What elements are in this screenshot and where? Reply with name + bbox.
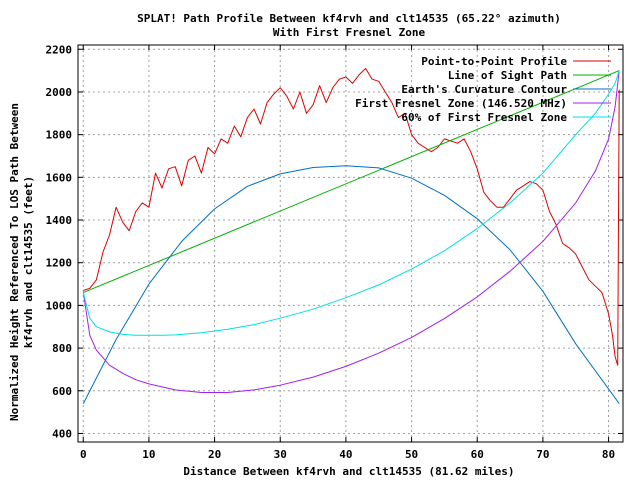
plot-frame	[77, 44, 624, 443]
x-axis-label: Distance Between kf4rvh and clt14535 (81…	[183, 465, 514, 478]
chart-title-line2: With First Fresnel Zone	[273, 26, 426, 39]
x-tick-label: 30	[274, 448, 287, 461]
earth-curvature-line	[82, 165, 620, 404]
x-tick-label: 50	[405, 448, 418, 461]
y-tick-label: 1600	[46, 171, 73, 184]
legend-entry-earth-curvature: Earth's Curvature Contour	[401, 83, 611, 96]
x-tick-label: 10	[142, 448, 155, 461]
y-tick-label: 2000	[46, 86, 73, 99]
legend-entry-line-of-sight: Line of Sight Path	[448, 69, 611, 82]
y-tick-label: 400	[52, 427, 72, 440]
y-tick-label: 1000	[46, 299, 73, 312]
profile-line	[83, 68, 620, 366]
x-tick-label: 40	[339, 448, 352, 461]
legend-entry-fresnel-60: 60% of First Fresnel Zone	[401, 111, 611, 124]
y-axis-label-line2: kf4rvh and clt14535 (feet)	[22, 176, 35, 348]
legend-entry-first-fresnel: First Fresnel Zone (146.520 MHz)	[355, 97, 611, 110]
x-tick-label: 20	[208, 448, 221, 461]
y-tick-label: 600	[52, 385, 72, 398]
y-tick-label: 800	[52, 342, 72, 355]
series-lines	[82, 68, 620, 404]
legend-label: Point-to-Point Profile	[421, 55, 567, 68]
y-tick-label: 2200	[46, 43, 73, 56]
legend-label: 60% of First Fresnel Zone	[401, 111, 567, 124]
x-tick-label: 0	[80, 448, 87, 461]
tick-labels: 0 10 20 30 40 50 60 70 80 400 600 800 1000 1200 1400 16…	[46, 43, 623, 461]
legend-entry-profile: Point-to-Point Profile	[421, 55, 611, 68]
line-of-sight-line	[83, 70, 620, 294]
x-tick-label: 70	[536, 448, 549, 461]
legend-label: Earth's Curvature Contour	[401, 83, 567, 96]
grid-lines	[78, 45, 623, 442]
fresnel-60-percent-line	[82, 70, 620, 336]
legend-label: First Fresnel Zone (146.520 MHz)	[355, 97, 567, 110]
legend-label: Line of Sight Path	[448, 69, 567, 82]
y-tick-label: 1800	[46, 129, 73, 142]
first-fresnel-zone-line	[82, 70, 620, 393]
y-tick-label: 1200	[46, 257, 73, 270]
x-tick-label: 80	[602, 448, 615, 461]
y-axis-label-line1: Normalized Height Referenced To LOS Path…	[8, 103, 21, 421]
chart-title-line1: SPLAT! Path Profile Between kf4rvh and c…	[137, 12, 561, 25]
x-tick-label: 60	[471, 448, 484, 461]
y-tick-label: 1400	[46, 214, 73, 227]
